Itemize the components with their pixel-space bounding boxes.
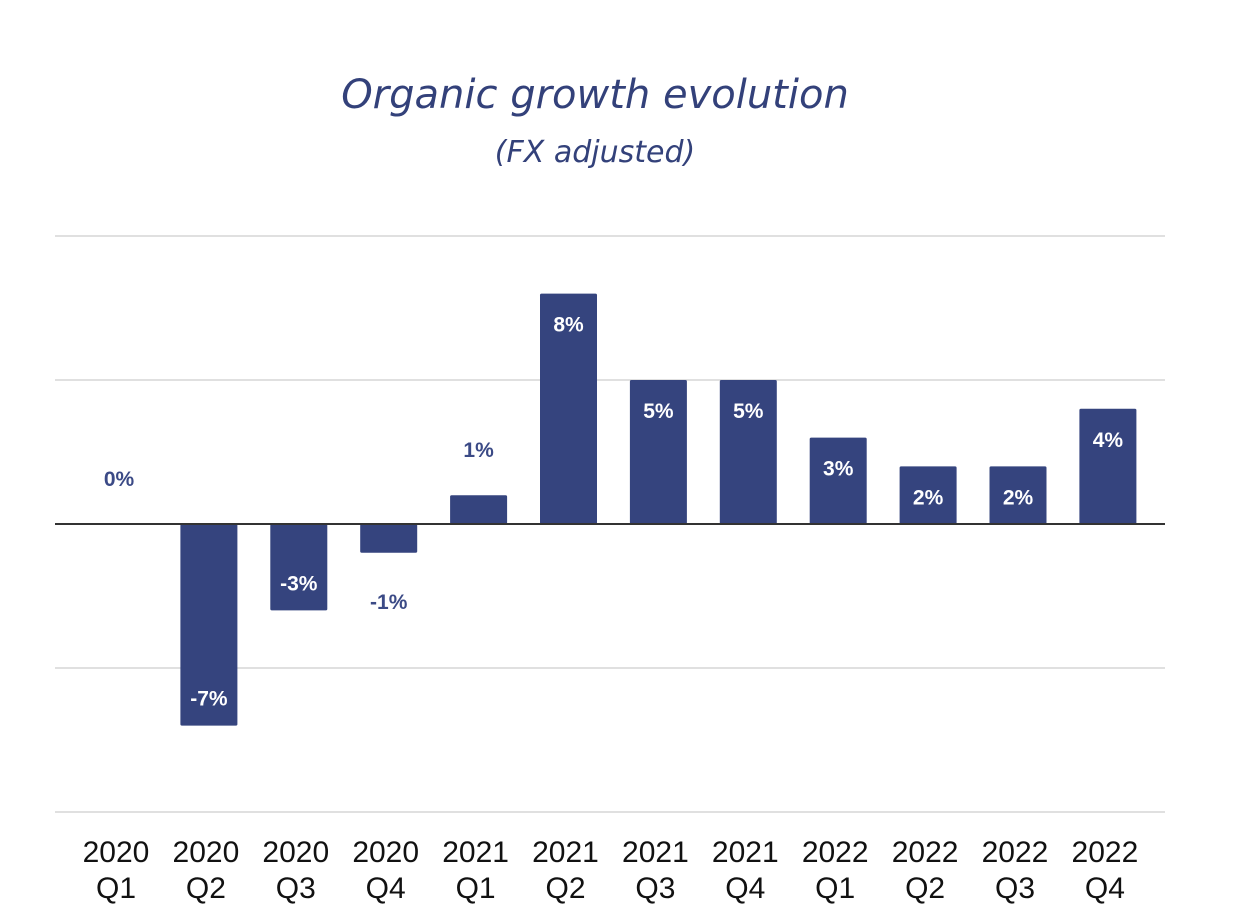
data-label: -7%	[190, 688, 228, 711]
data-label: 0%	[104, 468, 135, 491]
data-label: 5%	[733, 400, 764, 423]
bar	[899, 466, 957, 524]
x-tick-label-quarter: Q3	[276, 872, 316, 905]
x-tick-label-quarter: Q2	[905, 872, 945, 905]
bar	[450, 495, 508, 524]
chart-subtitle: (FX adjusted)	[495, 135, 695, 170]
x-tick-label-quarter: Q3	[635, 872, 675, 905]
x-tick-label-year: 2021	[712, 836, 779, 869]
x-tick-label-quarter: Q3	[995, 872, 1035, 905]
bar	[180, 524, 238, 726]
x-tick-label-year: 2021	[442, 836, 509, 869]
data-label: 2%	[1003, 486, 1034, 509]
bar	[540, 293, 597, 524]
bar	[1079, 408, 1137, 524]
x-axis-ticks: 2020Q12020Q22020Q32020Q42021Q12021Q22021…	[83, 836, 1139, 905]
data-label: -1%	[370, 591, 408, 614]
x-tick-label-quarter: Q2	[186, 872, 226, 905]
x-tick-label-year: 2022	[892, 836, 959, 869]
bar	[360, 524, 418, 553]
x-tick-label-year: 2022	[1072, 836, 1139, 869]
x-tick-label-quarter: Q1	[456, 872, 496, 905]
data-label: 2%	[913, 486, 944, 509]
data-label: 5%	[643, 400, 674, 423]
data-label: -3%	[280, 572, 318, 595]
bar	[989, 466, 1047, 524]
chart-title: Organic growth evolution	[341, 72, 849, 118]
bar	[719, 380, 777, 524]
x-tick-label-year: 2020	[352, 836, 419, 869]
data-label: 4%	[1093, 429, 1124, 452]
data-label: 1%	[463, 439, 494, 462]
x-tick-label-quarter: Q4	[725, 872, 765, 905]
gridlines	[55, 235, 1165, 813]
bar	[270, 524, 328, 611]
bar	[629, 380, 687, 524]
x-tick-label-year: 2020	[83, 836, 150, 869]
x-tick-label-quarter: Q4	[366, 872, 406, 905]
x-tick-label-quarter: Q2	[545, 872, 585, 905]
x-tick-label-year: 2022	[982, 836, 1049, 869]
x-tick-label-year: 2020	[262, 836, 329, 869]
data-label: 8%	[553, 314, 584, 337]
x-tick-label-year: 2022	[802, 836, 869, 869]
bar	[809, 437, 867, 524]
x-tick-label-year: 2021	[622, 836, 689, 869]
x-tick-label-quarter: Q1	[815, 872, 855, 905]
x-tick-label-year: 2021	[532, 836, 599, 869]
bars	[180, 293, 1137, 726]
data-labels: 0% -7% -3% -1% 1% 8% 5% 5% 3% 2% 2% 4%	[104, 314, 1124, 711]
data-label: 3%	[823, 458, 854, 481]
x-tick-label-quarter: Q4	[1085, 872, 1125, 905]
x-tick-label-quarter: Q1	[96, 872, 136, 905]
x-tick-label-year: 2020	[173, 836, 240, 869]
